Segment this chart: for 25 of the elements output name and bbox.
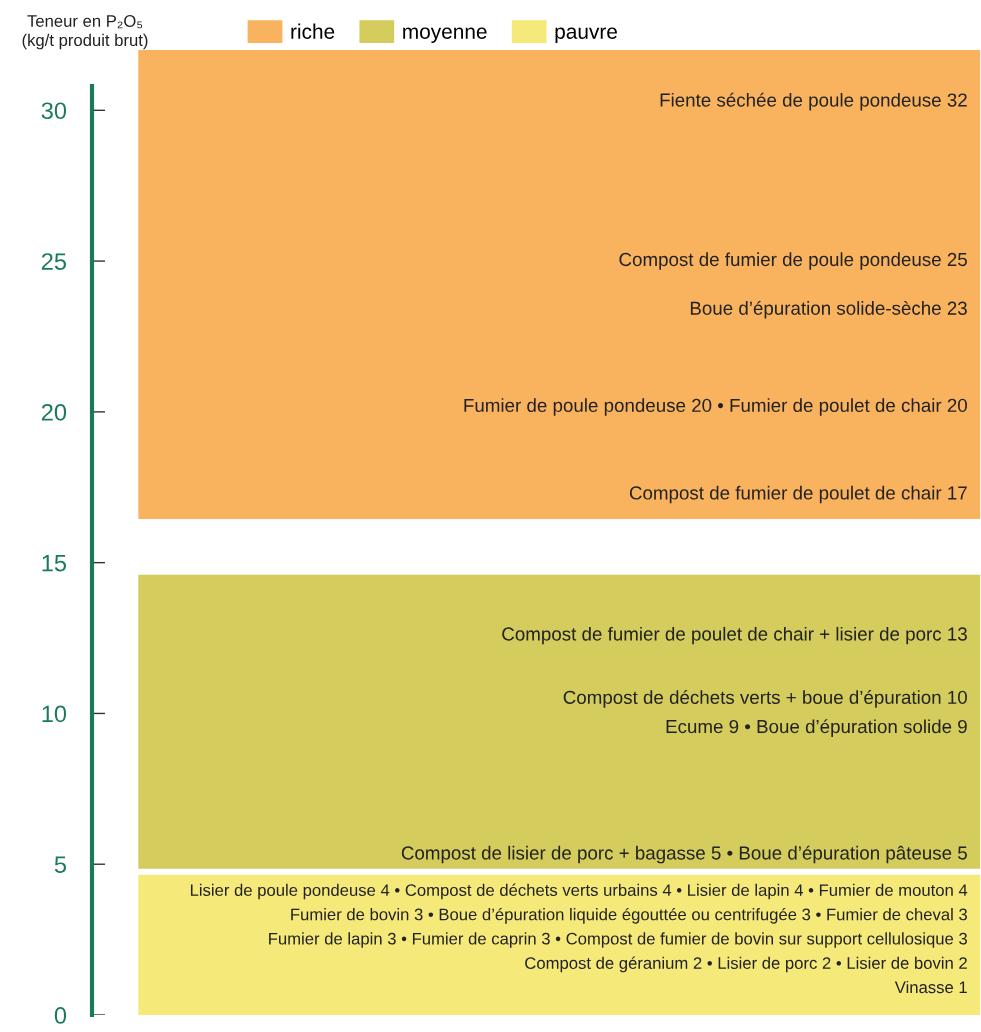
y-axis-title: Teneur en P₂O₅ (kg/t produit brut) [22, 15, 148, 50]
y-tick-label: 30 [41, 102, 67, 120]
annotation: Compost de géranium 2 • Lisier de porc 2 • Lisier de bovin 2 [525, 956, 967, 973]
y-tick-label: 10 [42, 705, 67, 723]
annotation: Fumier de poule pondeuse 20 • Fumier de poulet de chair 20 [464, 398, 967, 416]
y-tick-label: 0 [54, 1007, 67, 1024]
annotation: Vinasse 1 [894, 980, 967, 994]
legend-label: pauvre [555, 27, 617, 44]
annotation: Lisier de poule pondeuse 4 • Compost de déchets verts urbains 4 • Lisier de lapin 4 • Fumier de mouton 4 [190, 883, 968, 900]
legend-label: riche [291, 23, 335, 39]
annotation: Compost de déchets verts + boue d’épuration 10 [563, 690, 967, 708]
annotation: Fumier de lapin 3 • Fumier de caprin 3 • Compost de fumier de bovin sur support cellulosique 3 [269, 932, 967, 948]
annotation: Boue d’épuration solide-sèche 23 [690, 300, 967, 319]
annotation: Compost de lisier de porc + bagasse 5 • Boue d’épuration pâteuse 5 [401, 845, 967, 864]
annotation: Fiente séchée de poule pondeuse 32 [660, 92, 967, 111]
annotation: Compost de fumier de poule pondeuse 25 [619, 252, 967, 270]
y-tick-label: 25 [41, 253, 67, 270]
annotation: Compost de fumier de poulet de chair + lisier de porc 13 [502, 626, 967, 645]
y-tick-label: 5 [54, 856, 67, 874]
annotation: Compost de fumier de poulet de chair 17 [629, 485, 967, 504]
annotation: Ecume 9 • Boue d’épuration solide 9 [666, 719, 967, 737]
annotation: Fumier de bovin 3 • Boue d’épuration liquide égouttée ou centrifugée 3 • Fumier de cheval 3 [291, 907, 967, 924]
legend-label: moyenne [403, 27, 487, 44]
y-tick-label: 20 [41, 403, 67, 421]
y-tick-label: 15 [42, 554, 67, 572]
